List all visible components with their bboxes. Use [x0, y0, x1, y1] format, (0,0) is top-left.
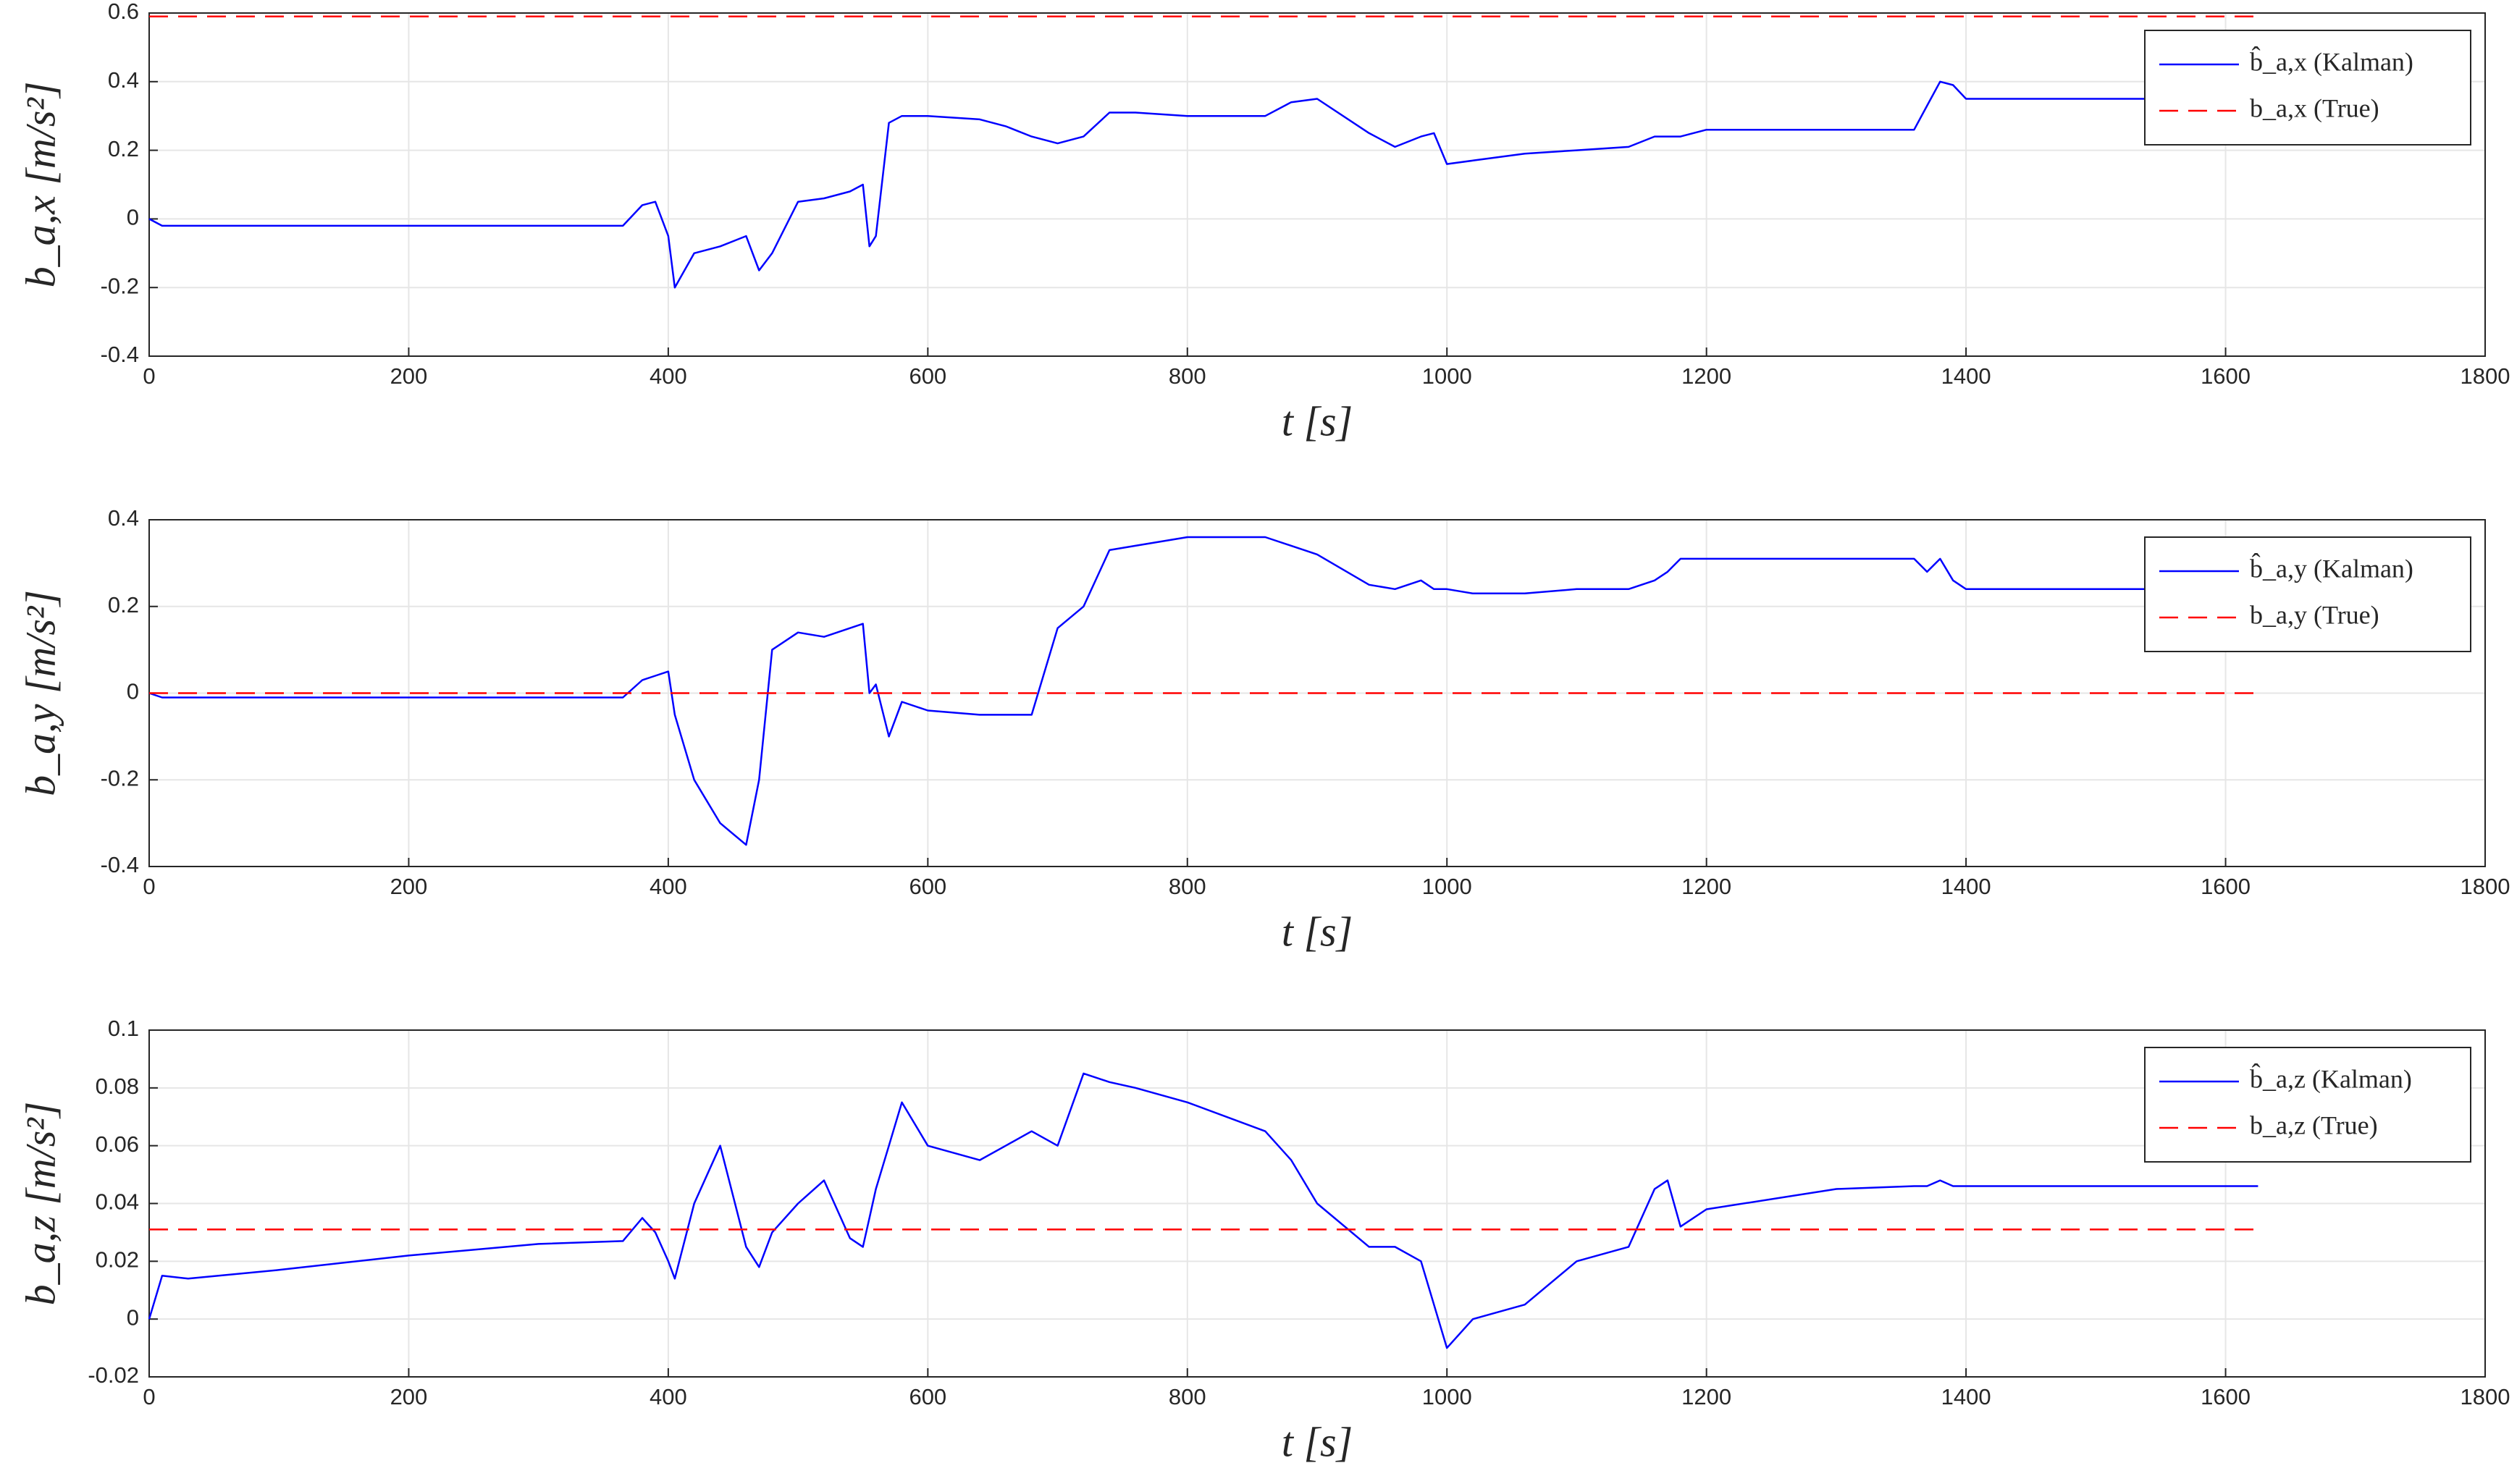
x-tick-label: 0	[143, 874, 155, 899]
x-tick-label: 600	[909, 874, 946, 899]
y-tick-label: 0	[127, 205, 139, 230]
y-tick-label: -0.2	[101, 273, 139, 298]
y-tick-label: -0.2	[101, 765, 139, 791]
y-tick-label: 0.2	[108, 136, 139, 161]
x-tick-label: 1000	[1422, 1384, 1472, 1409]
legend-label: b̂_a,x (Kalman)	[2250, 46, 2413, 76]
x-tick-label: 0	[143, 363, 155, 389]
x-tick-label: 600	[909, 1384, 946, 1409]
y-tick-label: 0.4	[108, 67, 139, 93]
y-axis-label: b_a,x [m/s²]	[17, 82, 64, 288]
y-tick-label: 0.08	[96, 1074, 139, 1099]
y-tick-label: -0.4	[101, 342, 139, 367]
y-tick-label: 0	[127, 1304, 139, 1330]
y-tick-label: 0	[127, 679, 139, 704]
y-tick-label: 0.6	[108, 0, 139, 24]
axes-box	[148, 1029, 2486, 1378]
x-tick-label: 600	[909, 363, 946, 389]
x-tick-label: 1400	[1941, 1384, 1991, 1409]
y-tick-label: 0.4	[108, 505, 139, 531]
x-tick-label: 1200	[1681, 874, 1731, 899]
x-tick-label: 1600	[2201, 363, 2251, 389]
x-tick-label: 1800	[2461, 1384, 2510, 1409]
legend-label: b_a,z (True)	[2250, 1110, 2378, 1139]
legend-box	[2144, 1047, 2471, 1163]
x-tick-label: 1800	[2461, 363, 2510, 389]
series-line	[148, 536, 2258, 846]
legend-label: b̂_a,y (Kalman)	[2250, 552, 2413, 583]
plot-area	[149, 13, 2485, 356]
x-tick-label: 1000	[1422, 363, 1472, 389]
y-tick-label: 0.1	[108, 1016, 139, 1041]
y-axis-label: b_a,y [m/s²]	[17, 590, 64, 796]
x-axis-label: t [s]	[1282, 1418, 1353, 1465]
y-tick-label: -0.4	[101, 852, 139, 877]
x-tick-label: 200	[390, 874, 428, 899]
x-tick-label: 1400	[1941, 363, 1991, 389]
legend-label: b_a,y (True)	[2250, 600, 2379, 629]
x-tick-label: 400	[650, 363, 687, 389]
x-tick-label: 200	[390, 363, 428, 389]
x-tick-label: 200	[390, 1384, 428, 1409]
x-tick-label: 1200	[1681, 1384, 1731, 1409]
x-axis-label: t [s]	[1282, 908, 1353, 955]
y-tick-label: -0.02	[88, 1362, 139, 1388]
legend-label: b_a,x (True)	[2250, 93, 2379, 122]
y-tick-label: 0.06	[96, 1131, 139, 1157]
x-tick-label: 400	[650, 874, 687, 899]
legend-box	[2144, 30, 2471, 146]
axes-box	[148, 12, 2486, 357]
legend-label: b̂_a,z (Kalman)	[2250, 1063, 2412, 1093]
y-tick-label: 0.04	[96, 1189, 139, 1215]
x-tick-label: 800	[1169, 363, 1206, 389]
y-tick-label: 0.02	[96, 1247, 139, 1273]
x-tick-label: 1200	[1681, 363, 1731, 389]
x-tick-label: 1800	[2461, 874, 2510, 899]
y-tick-label: 0.2	[108, 592, 139, 617]
x-tick-label: 0	[143, 1384, 155, 1409]
y-axis-label: b_a,z [m/s²]	[17, 1102, 64, 1306]
x-tick-label: 800	[1169, 1384, 1206, 1409]
legend-box	[2144, 536, 2471, 652]
x-tick-label: 1000	[1422, 874, 1472, 899]
x-axis-label: t [s]	[1282, 397, 1353, 444]
series-line	[148, 1072, 2258, 1349]
x-tick-label: 800	[1169, 874, 1206, 899]
x-tick-label: 400	[650, 1384, 687, 1409]
series-line	[148, 80, 2258, 289]
x-tick-label: 1600	[2201, 1384, 2251, 1409]
x-tick-label: 1400	[1941, 874, 1991, 899]
x-tick-label: 1600	[2201, 874, 2251, 899]
